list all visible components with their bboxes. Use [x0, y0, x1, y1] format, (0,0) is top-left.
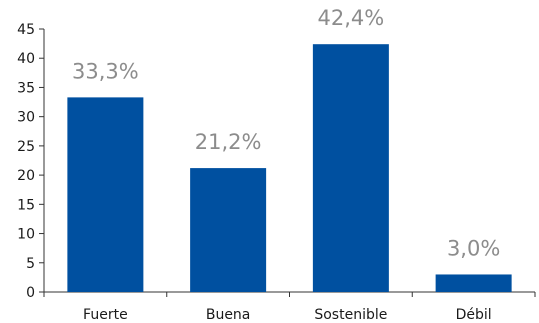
- x-tick-label: Sostenible: [314, 307, 387, 323]
- y-tick-label: 15: [17, 197, 35, 213]
- x-tick-label: Fuerte: [83, 307, 128, 323]
- x-axis: Fuerte Buena Sostenible Débil: [43, 291, 536, 323]
- data-label: 3,0%: [447, 236, 500, 260]
- x-tick-label: Débil: [456, 307, 492, 323]
- y-tick-label: 35: [17, 80, 35, 96]
- y-tick-label: 30: [17, 110, 35, 126]
- bars: [67, 44, 512, 292]
- y-tick-label: 20: [17, 168, 35, 184]
- data-labels: 33,3% 21,2% 42,4% 3,0%: [72, 6, 500, 260]
- y-tick-label: 45: [17, 22, 35, 38]
- data-label: 33,3%: [72, 59, 139, 83]
- bar-sostenible: [312, 44, 389, 292]
- bar-d-bil: [435, 274, 512, 292]
- data-label: 21,2%: [195, 130, 262, 154]
- y-tick-label: 10: [17, 227, 35, 243]
- data-label: 42,4%: [318, 6, 385, 30]
- bar-fuerte: [67, 97, 144, 292]
- y-tick-label: 0: [26, 285, 35, 301]
- y-tick-label: 40: [17, 51, 35, 67]
- x-tick-label: Buena: [206, 307, 251, 323]
- y-tick-label: 5: [26, 256, 35, 272]
- y-axis: 0 5 10 15 20 25 30 35 40 45: [17, 22, 45, 301]
- y-tick-label: 25: [17, 139, 35, 155]
- bar-buena: [190, 168, 267, 292]
